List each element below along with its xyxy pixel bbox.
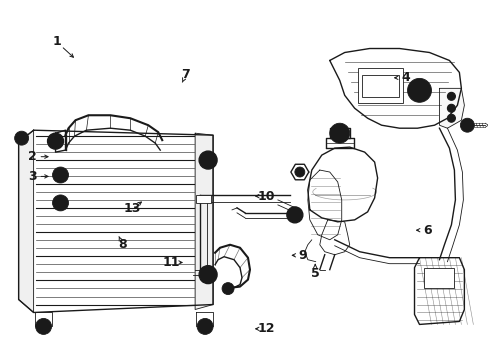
Circle shape <box>52 138 59 144</box>
Text: 12: 12 <box>257 322 275 335</box>
Circle shape <box>413 84 425 96</box>
Polygon shape <box>19 130 34 312</box>
Polygon shape <box>439 88 464 128</box>
Circle shape <box>52 167 68 183</box>
Circle shape <box>19 135 24 141</box>
Circle shape <box>291 212 297 218</box>
Text: 13: 13 <box>123 202 141 215</box>
Circle shape <box>197 319 213 334</box>
Text: 10: 10 <box>257 190 275 203</box>
Polygon shape <box>325 138 353 148</box>
Polygon shape <box>329 49 461 128</box>
Text: 11: 11 <box>163 256 180 269</box>
Bar <box>357 68 402 103</box>
Circle shape <box>447 92 454 100</box>
Text: 3: 3 <box>28 170 37 183</box>
Circle shape <box>199 151 217 169</box>
Text: 8: 8 <box>118 238 127 251</box>
Circle shape <box>447 114 454 122</box>
Circle shape <box>459 118 473 132</box>
Circle shape <box>203 156 212 164</box>
Circle shape <box>294 167 304 177</box>
Text: 7: 7 <box>181 68 190 81</box>
Bar <box>424 268 453 288</box>
Circle shape <box>36 319 51 334</box>
Polygon shape <box>319 220 349 255</box>
Polygon shape <box>414 258 464 324</box>
Polygon shape <box>329 128 349 138</box>
Circle shape <box>203 271 212 279</box>
Text: 1: 1 <box>52 35 61 49</box>
Circle shape <box>199 266 217 284</box>
Circle shape <box>41 323 46 329</box>
Polygon shape <box>19 130 213 312</box>
Circle shape <box>57 199 64 207</box>
Text: 6: 6 <box>422 224 431 237</box>
Circle shape <box>47 133 63 149</box>
Circle shape <box>407 78 430 102</box>
Bar <box>361 75 398 97</box>
Circle shape <box>286 207 302 223</box>
Text: 2: 2 <box>28 150 37 163</box>
Text: 9: 9 <box>298 249 306 262</box>
Polygon shape <box>290 164 308 180</box>
Circle shape <box>335 129 343 137</box>
Circle shape <box>52 195 68 211</box>
Text: 4: 4 <box>400 71 409 84</box>
Circle shape <box>202 323 208 329</box>
Circle shape <box>222 283 234 294</box>
Circle shape <box>464 122 469 128</box>
Bar <box>196 195 211 203</box>
Circle shape <box>329 123 349 143</box>
Circle shape <box>15 131 29 145</box>
Polygon shape <box>195 133 213 310</box>
Text: 5: 5 <box>310 267 319 280</box>
Polygon shape <box>307 170 341 240</box>
Polygon shape <box>307 147 377 222</box>
Circle shape <box>57 171 64 179</box>
Circle shape <box>447 104 454 112</box>
